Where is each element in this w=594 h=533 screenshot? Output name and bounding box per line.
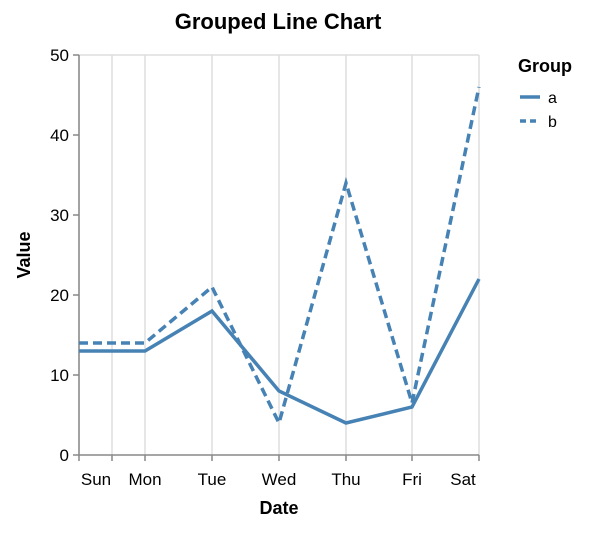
- series-lines: [79, 86, 481, 428]
- x-tick-label: Thu: [331, 470, 360, 489]
- legend: Group ab: [518, 56, 572, 131]
- x-tick-label: Wed: [262, 470, 297, 489]
- gridlines: [78, 54, 480, 455]
- y-tick-label: 0: [60, 446, 69, 465]
- legend-label-b: b: [548, 114, 557, 131]
- series-line-a: [79, 278, 481, 425]
- y-tick-label: 40: [50, 126, 69, 145]
- x-tick-label: Sat: [450, 470, 476, 489]
- y-axis-title: Value: [14, 231, 34, 278]
- x-tick-label: Mon: [128, 470, 161, 489]
- y-tick-label: 30: [50, 206, 69, 225]
- chart-title: Grouped Line Chart: [175, 9, 382, 34]
- y-tick-label: 20: [50, 286, 69, 305]
- x-tick-label: Sun: [81, 470, 111, 489]
- legend-title: Group: [518, 56, 572, 76]
- x-tick-label: Tue: [198, 470, 227, 489]
- x-tick-label: Fri: [402, 470, 422, 489]
- x-axis-title: Date: [259, 498, 298, 518]
- y-tick-label: 50: [50, 46, 69, 65]
- axes: 0 10 20 30 40 50 Sun Mon Tue Wed Thu Fri Sat: [50, 46, 480, 489]
- legend-label-a: a: [548, 90, 557, 107]
- y-tick-label: 10: [50, 366, 69, 385]
- legend-items: ab: [520, 90, 557, 131]
